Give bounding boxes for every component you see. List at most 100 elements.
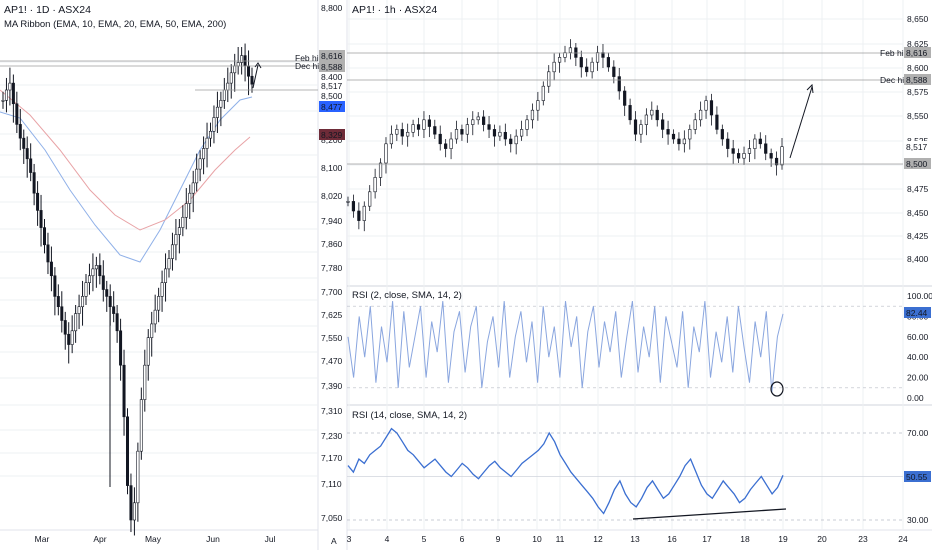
hourly-chart-panel: Feb high Dec high 8,650 8,625 8,600 8,575 8,5… [331,0,932,550]
right-tag-feb: 8,616 [906,48,928,58]
daily-candle-body [119,330,123,366]
hourly-candle-body [758,138,762,145]
right-y-tick: 8,475 [907,184,929,194]
hourly-candle-body [585,66,589,73]
right-dec-high-label: Dec high [880,75,914,85]
left-dec-high-label: Dec high [295,61,329,71]
right-y-tick: 8,600 [907,63,929,73]
left-y-tick: 7,550 [321,333,343,343]
hourly-candle-body [514,135,518,145]
hourly-candle-body [519,129,524,137]
right-tag-dec-bg [904,74,931,85]
hourly-candle-body [780,146,784,166]
daily-candle-body [46,244,50,263]
hourly-candle-body [525,119,529,130]
daily-candle-body [15,103,19,125]
hourly-candle-body [612,66,616,77]
hourly-candle-body [731,148,735,154]
left-tag-t1: 8,500 [321,91,343,101]
daily-candle-body [157,296,161,311]
left-tag-t2: 8,477 [321,102,343,112]
hourly-candle-body [547,71,551,87]
hourly-candle-body [574,47,578,58]
hourly-candle-body [661,119,665,130]
hourly-candle-body [427,119,431,127]
rsi14-y-tick: 70.00 [907,428,929,438]
right-chart-title: AP1! · 1h · ASX24 [352,4,437,16]
hourly-candle-body [688,129,692,140]
daily-candle-body [247,65,251,77]
hourly-candle-body [433,126,437,135]
hourly-candle-body [492,129,497,137]
daily-candle-body [146,337,150,366]
left-y-tick: 8,100 [321,163,343,173]
daily-candle-body [160,282,164,297]
daily-candle-body [164,268,168,283]
hourly-candle-body [666,129,670,135]
hourly-candle-body [503,131,507,140]
daily-candle-body [236,62,240,67]
right-tag-last: 8,517 [906,142,928,152]
left-chart-subtitle: MA Ribbon (EMA, 10, EMA, 20, EMA, 50, EM… [4,19,226,30]
daily-candle-body [202,148,206,160]
right-y-tick: 8,450 [907,208,929,218]
left-y-tick: 7,470 [321,356,343,366]
right-grid [347,0,904,530]
left-tag-feb: 8,616 [321,51,343,61]
rsi14-trendline [632,508,787,520]
left-tag-t2-bg [319,101,345,112]
daily-candle-body [226,82,230,91]
right-price-tags: 8,616 8,588 8,517 8,500 [904,47,931,169]
hourly-candle-body [633,119,638,135]
hourly-candle-body [623,90,627,106]
daily-candle-body [53,275,57,297]
left-arrow-head [254,62,262,69]
left-y-tick: 7,390 [321,381,343,391]
right-y-tick: 8,575 [907,87,929,97]
hourly-candle-body [628,105,632,121]
hourly-candle-body [601,52,605,58]
daily-candle-body [143,364,147,400]
left-tag-last-bg [319,80,345,91]
daily-candle-body [153,309,157,325]
hourly-candle-body [736,153,741,159]
hourly-candle-body [498,131,502,137]
daily-candle-body [94,265,98,270]
daily-candle-body [240,55,244,63]
hourly-candle-body [357,210,361,221]
right-x-tick: 13 [630,534,640,544]
rsi14-title: RSI (14, close, SMA, 14, 2) [352,410,467,421]
daily-candle-body [36,192,40,211]
daily-candle-body [84,282,88,297]
left-y-tick: 7,780 [321,263,343,273]
daily-candle-body [250,75,254,85]
daily-candle-body [209,130,213,139]
daily-candle-body [177,227,181,235]
rsi2-y-tick: 100.00 [907,291,932,301]
right-x-tick: 6 [460,534,465,544]
right-arrow [789,86,813,159]
daily-candle-body [18,124,22,139]
left-y-tick: 7,700 [321,287,343,297]
hourly-candle-body [655,109,659,121]
rsi14-value-tag: 50.55 [906,472,928,482]
hourly-candle-body [650,109,654,116]
right-x-tick: 18 [740,534,750,544]
daily-candle-body [136,450,140,504]
right-x-tick: 4 [385,534,390,544]
hourly-candle-body [362,205,366,221]
daily-candle-body [11,82,15,105]
hourly-candle-body [671,133,676,140]
rsi2-y-tick: 40.00 [907,352,929,362]
hourly-candle-body [351,201,356,212]
hourly-candle-body [693,119,697,130]
hourly-candle-body [557,57,562,63]
hourly-candle-body [699,109,703,121]
hourly-candle-body [764,143,768,154]
rsi2-line [347,301,784,393]
hourly-candle-body [677,138,681,145]
daily-candle-body [132,502,136,521]
